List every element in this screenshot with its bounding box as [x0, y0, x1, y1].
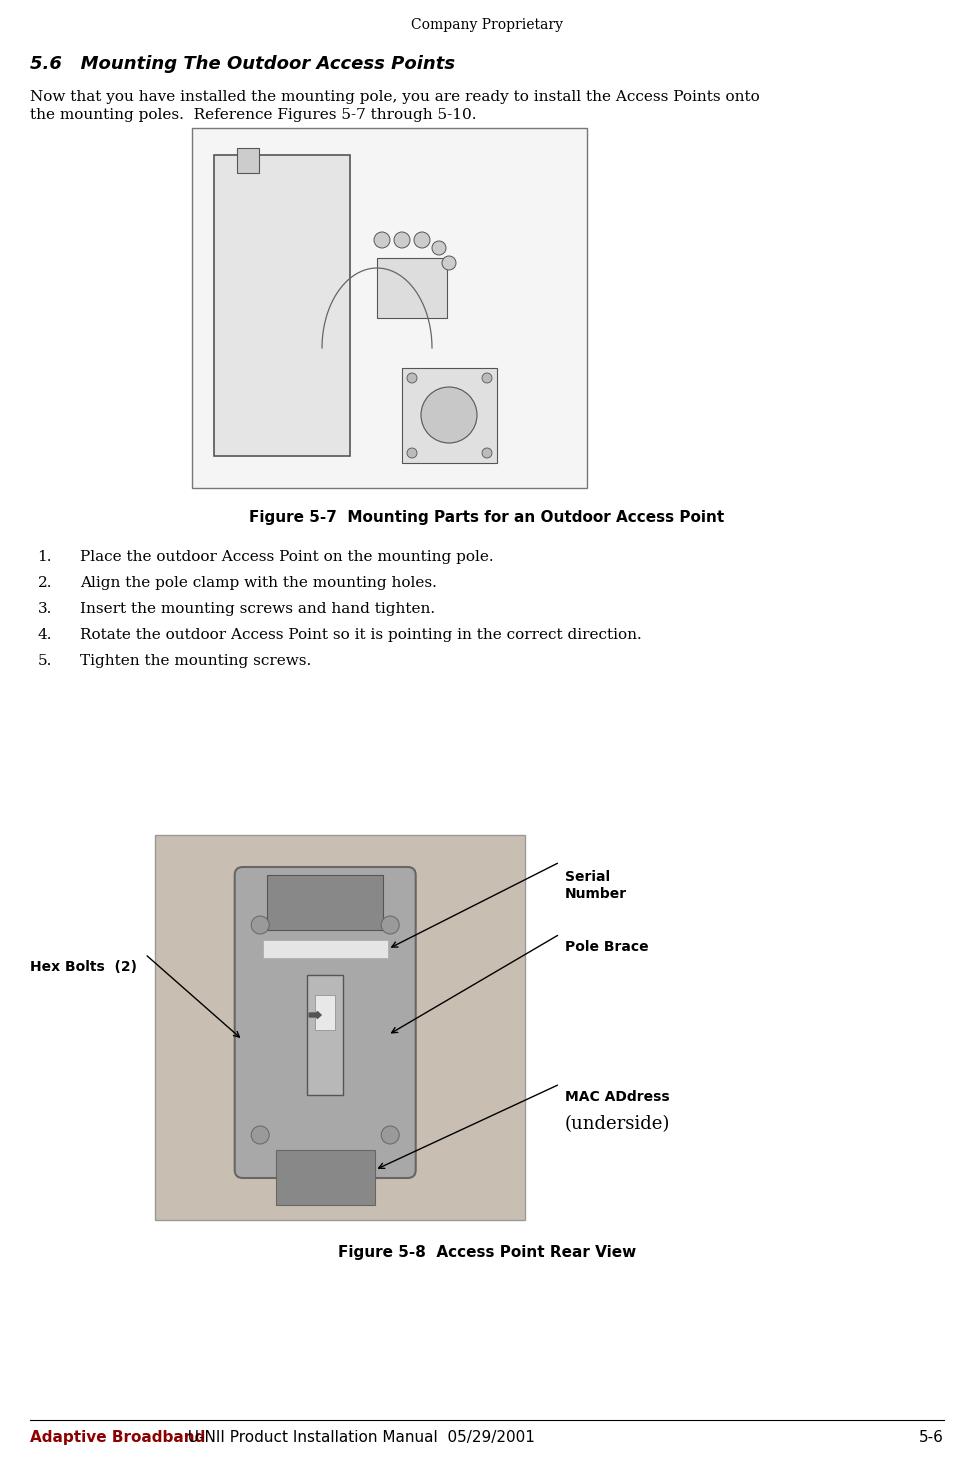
Circle shape: [381, 1127, 399, 1144]
Bar: [402, 368, 497, 463]
Circle shape: [394, 231, 410, 248]
Circle shape: [374, 231, 390, 248]
Circle shape: [482, 448, 492, 459]
Bar: [155, 835, 525, 1220]
Bar: [263, 941, 388, 958]
Text: Figure 5-8  Access Point Rear View: Figure 5-8 Access Point Rear View: [338, 1245, 636, 1260]
Text: the mounting poles.  Reference Figures 5-7 through 5-10.: the mounting poles. Reference Figures 5-…: [30, 108, 476, 122]
Text: Tighten the mounting screws.: Tighten the mounting screws.: [80, 653, 312, 668]
Bar: [316, 995, 335, 1030]
Text: Figure 5-7  Mounting Parts for an Outdoor Access Point: Figure 5-7 Mounting Parts for an Outdoor…: [249, 510, 725, 524]
Text: Company Proprietary: Company Proprietary: [411, 18, 563, 32]
Circle shape: [432, 242, 446, 255]
Text: Hex Bolts  (2): Hex Bolts (2): [30, 960, 137, 974]
FancyBboxPatch shape: [214, 155, 350, 456]
Text: Adaptive Broadband: Adaptive Broadband: [30, 1430, 206, 1444]
Text: U-NII Product Installation Manual  05/29/2001: U-NII Product Installation Manual 05/29/…: [178, 1430, 535, 1444]
Text: 5.: 5.: [38, 653, 52, 668]
Circle shape: [407, 448, 417, 459]
Text: Pole Brace: Pole Brace: [565, 941, 649, 954]
Bar: [377, 258, 447, 318]
Bar: [307, 976, 343, 1094]
Text: Now that you have installed the mounting pole, you are ready to install the Acce: Now that you have installed the mounting…: [30, 89, 760, 104]
Text: 5-6: 5-6: [919, 1430, 944, 1444]
Text: MAC ADdress: MAC ADdress: [565, 1090, 670, 1105]
Circle shape: [251, 1127, 269, 1144]
Circle shape: [407, 374, 417, 382]
Bar: [268, 875, 383, 930]
Circle shape: [381, 916, 399, 935]
Circle shape: [421, 387, 477, 442]
Circle shape: [251, 916, 269, 935]
Bar: [237, 148, 259, 173]
Text: Insert the mounting screws and hand tighten.: Insert the mounting screws and hand tigh…: [80, 602, 435, 615]
Text: 4.: 4.: [38, 628, 52, 642]
Bar: [192, 127, 587, 488]
Text: 1.: 1.: [38, 549, 52, 564]
Bar: [276, 1150, 375, 1206]
Circle shape: [482, 374, 492, 382]
Text: 2.: 2.: [38, 576, 52, 590]
FancyArrow shape: [309, 1011, 321, 1018]
FancyBboxPatch shape: [235, 867, 416, 1178]
Text: 3.: 3.: [38, 602, 52, 615]
Text: (underside): (underside): [565, 1115, 670, 1132]
Text: 5.6   Mounting The Outdoor Access Points: 5.6 Mounting The Outdoor Access Points: [30, 56, 455, 73]
Circle shape: [414, 231, 430, 248]
Text: Align the pole clamp with the mounting holes.: Align the pole clamp with the mounting h…: [80, 576, 437, 590]
Text: Serial
Number: Serial Number: [565, 870, 627, 901]
Text: Rotate the outdoor Access Point so it is pointing in the correct direction.: Rotate the outdoor Access Point so it is…: [80, 628, 642, 642]
Circle shape: [442, 256, 456, 270]
Text: Place the outdoor Access Point on the mounting pole.: Place the outdoor Access Point on the mo…: [80, 549, 494, 564]
